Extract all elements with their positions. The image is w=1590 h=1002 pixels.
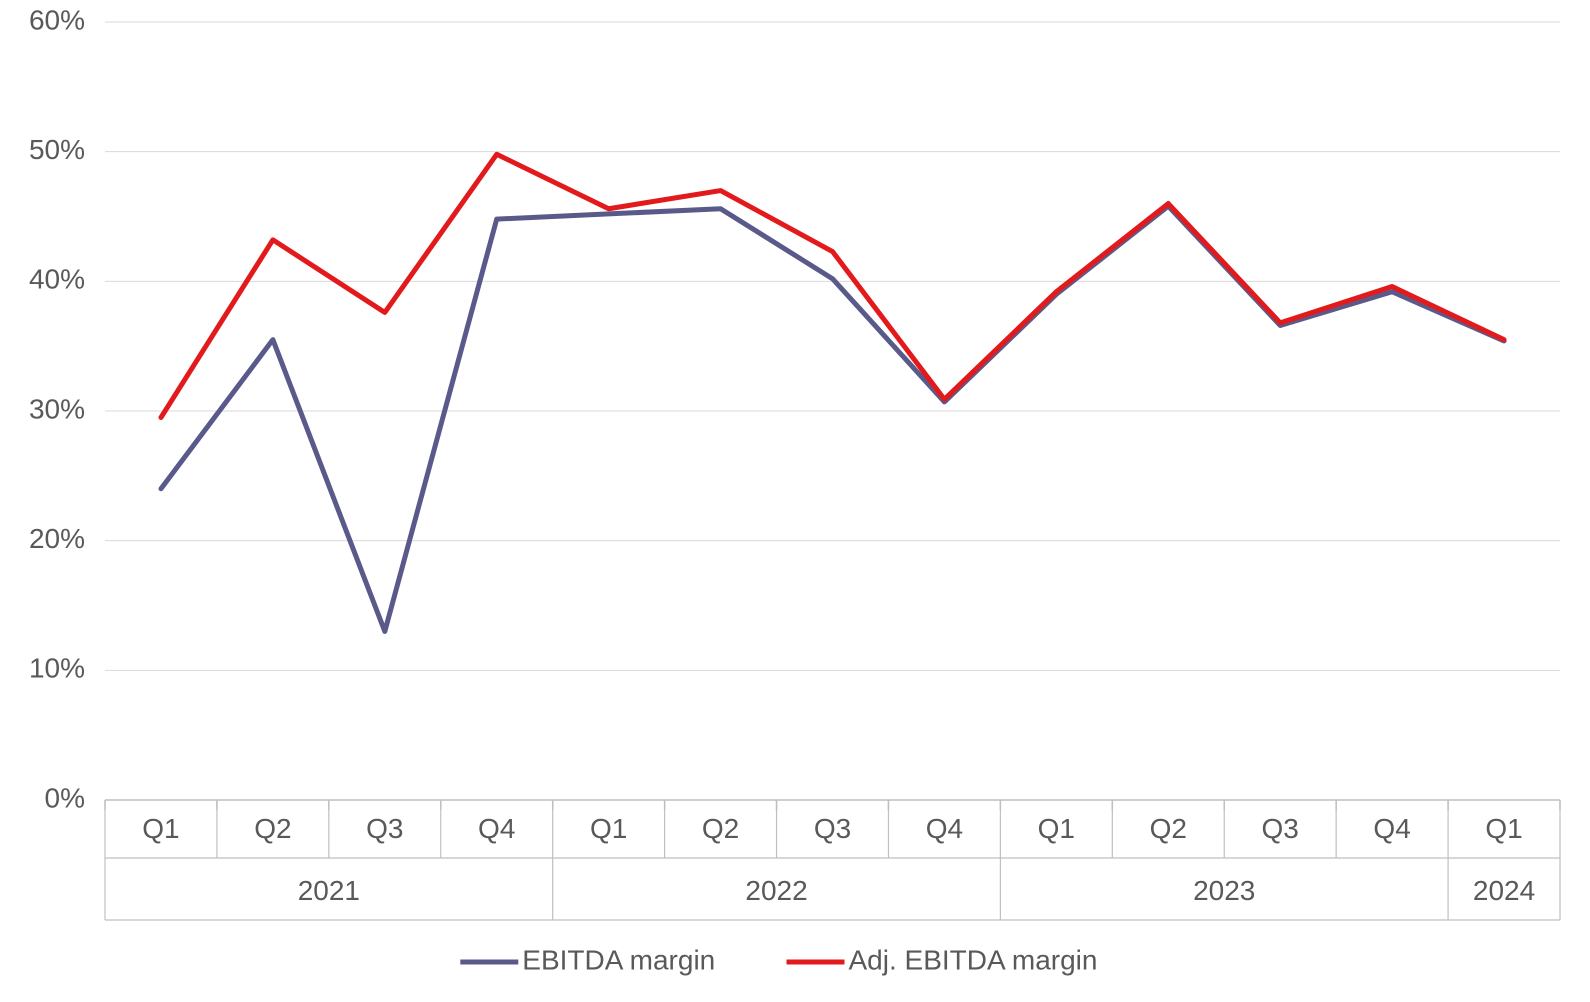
y-axis-label: 20%: [29, 523, 85, 554]
y-axis-label: 0%: [45, 782, 85, 813]
x-axis-quarter-label: Q1: [142, 813, 179, 844]
chart-bg: [0, 0, 1590, 1002]
x-axis-quarter-label: Q4: [926, 813, 963, 844]
x-axis-quarter-label: Q3: [814, 813, 851, 844]
x-axis-quarter-label: Q3: [366, 813, 403, 844]
x-axis-quarter-label: Q1: [1485, 813, 1522, 844]
x-axis-quarter-label: Q3: [1262, 813, 1299, 844]
x-axis-year-label: 2022: [745, 875, 807, 906]
legend-label: Adj. EBITDA margin: [849, 944, 1098, 975]
y-axis-label: 10%: [29, 653, 85, 684]
legend-label: EBITDA margin: [522, 944, 715, 975]
chart-svg: 0% 10% 20% 30% 40% 50% 60% Q1 Q2 Q3 Q4 Q1 Q2 Q3 Q4 Q1 Q2…: [0, 0, 1590, 1002]
x-axis-year-label: 2023: [1193, 875, 1255, 906]
y-axis-label: 60%: [29, 4, 85, 35]
x-axis-year-label: 2024: [1473, 875, 1535, 906]
x-axis-quarter-label: Q1: [590, 813, 627, 844]
x-axis-quarter-label: Q2: [1150, 813, 1187, 844]
x-axis-quarter-label: Q4: [478, 813, 515, 844]
x-axis-year-label: 2021: [298, 875, 360, 906]
x-axis-quarter-label: Q1: [1038, 813, 1075, 844]
y-axis-label: 40%: [29, 264, 85, 295]
ebitda-margin-chart: 0% 10% 20% 30% 40% 50% 60% Q1 Q2 Q3 Q4 Q1 Q2 Q3 Q4 Q1 Q2…: [0, 0, 1590, 1002]
y-axis-label: 30%: [29, 393, 85, 424]
x-axis-quarter-label: Q2: [254, 813, 291, 844]
x-axis-quarter-label: Q2: [702, 813, 739, 844]
y-axis-label: 50%: [29, 134, 85, 165]
x-axis-quarter-label: Q4: [1373, 813, 1410, 844]
